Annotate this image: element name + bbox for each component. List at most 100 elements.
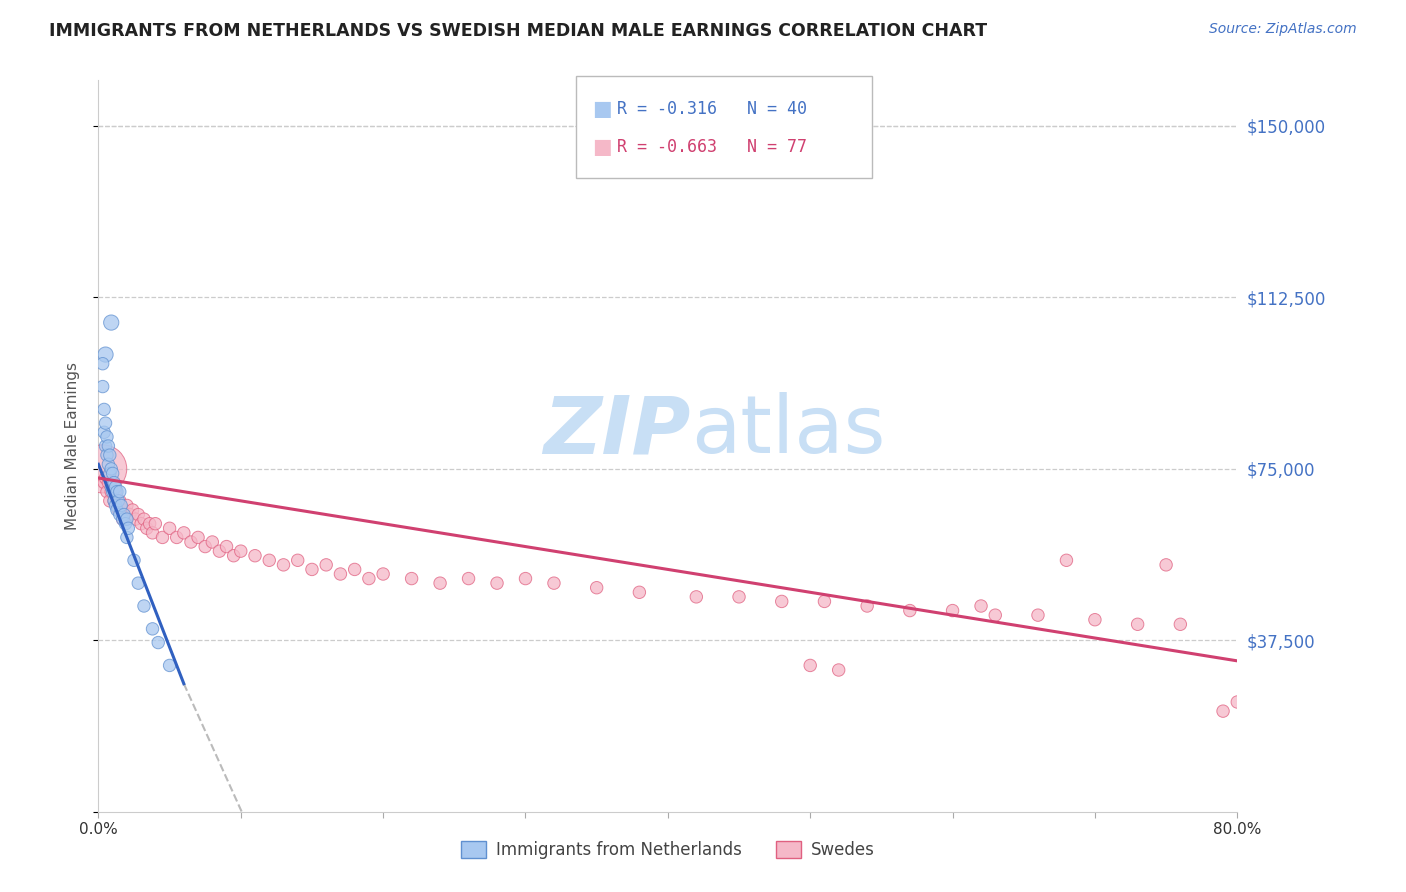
Point [1170,617,1192,632]
Point [898,603,921,617]
Point [97,457,120,471]
Point [115,512,138,526]
Point [101,467,124,481]
Point [813,594,835,608]
Point [138,516,160,531]
Point [105,484,128,499]
Point [112,508,135,522]
Point [728,590,751,604]
Point [93,425,115,440]
Point [94,416,117,430]
Point [104,480,127,494]
Point [114,512,136,526]
Point [194,540,217,554]
Point [799,658,821,673]
Point [96,430,118,444]
Point [145,516,167,531]
Point [343,562,366,576]
Point [457,572,479,586]
Point [159,521,181,535]
Point [373,567,395,582]
Point [173,525,195,540]
Point [94,347,117,362]
Point [135,521,157,535]
Point [984,608,1007,623]
Point [100,480,122,494]
Point [301,562,323,576]
Point [215,540,238,554]
Point [98,448,121,462]
Point [970,599,993,613]
Point [828,663,851,677]
Point [91,379,114,393]
Text: ■: ■ [592,137,612,157]
Point [357,572,380,586]
Point [187,530,209,544]
Point [121,503,143,517]
Point [98,467,121,481]
Point [1084,613,1107,627]
Point [129,516,152,531]
Point [100,484,122,499]
Point [122,553,145,567]
Point [104,484,127,499]
Point [166,530,188,544]
Point [111,512,134,526]
Point [97,439,120,453]
Point [111,512,134,526]
Point [770,594,793,608]
Point [91,357,114,371]
Point [108,484,131,499]
Point [112,503,135,517]
Point [401,572,423,586]
Point [127,508,149,522]
Point [222,549,245,563]
Point [98,493,121,508]
Y-axis label: Median Male Earnings: Median Male Earnings [65,362,80,530]
Point [132,599,155,613]
Point [159,658,181,673]
Point [132,512,155,526]
Point [315,558,337,572]
Point [103,493,125,508]
Point [96,448,118,462]
Point [1226,695,1249,709]
Point [103,475,125,490]
Point [91,462,114,476]
Point [96,484,118,499]
Point [93,475,115,490]
Point [685,590,707,604]
Point [108,493,131,508]
Text: atlas: atlas [690,392,884,470]
Point [180,535,202,549]
Point [1212,704,1234,718]
Point [201,535,224,549]
Point [124,512,146,526]
Point [101,475,124,490]
Point [104,499,127,513]
Point [94,439,117,453]
Point [93,402,115,417]
Text: ■: ■ [592,99,612,119]
Point [107,493,129,508]
Point [141,525,163,540]
Point [107,503,129,517]
Point [105,503,128,517]
Text: R = -0.663   N = 77: R = -0.663 N = 77 [617,138,807,156]
Point [515,572,537,586]
Point [103,493,125,508]
Point [94,471,117,485]
Point [110,503,132,517]
Point [942,603,965,617]
Point [114,516,136,531]
Point [105,493,128,508]
Point [101,484,124,499]
Text: R = -0.316   N = 40: R = -0.316 N = 40 [617,100,807,118]
Point [1154,558,1177,572]
Point [118,508,141,522]
Point [1026,608,1049,623]
Point [148,635,170,649]
Point [208,544,231,558]
Point [259,553,281,567]
Text: IMMIGRANTS FROM NETHERLANDS VS SWEDISH MEDIAN MALE EARNINGS CORRELATION CHART: IMMIGRANTS FROM NETHERLANDS VS SWEDISH M… [49,22,987,40]
